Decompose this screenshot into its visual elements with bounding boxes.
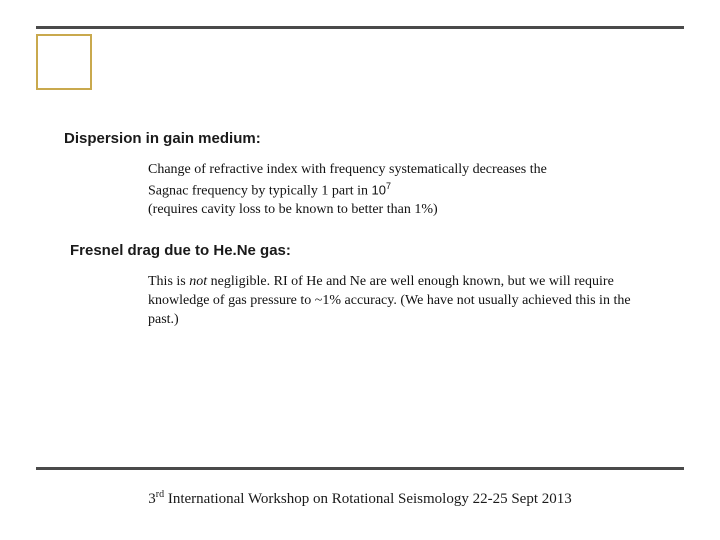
body-fresnel: This is not negligible. RI of He and Ne … xyxy=(148,273,638,330)
body2-a: This is xyxy=(148,274,189,289)
body1-base: 10 xyxy=(372,183,386,198)
body1-line2a: Sagnac frequency by typically 1 part in xyxy=(148,184,372,199)
heading-fresnel: Fresnel drag due to He.Ne gas: xyxy=(70,242,664,259)
body1-exp: 7 xyxy=(386,181,391,191)
content-area: Dispersion in gain medium: Change of ref… xyxy=(64,130,664,352)
body2-em: not xyxy=(189,274,207,289)
body-dispersion: Change of refractive index with frequenc… xyxy=(148,161,638,220)
footer-ord: rd xyxy=(156,489,164,500)
body1-line3: (requires cavity loss to be known to bet… xyxy=(148,202,438,217)
footer-rest: International Workshop on Rotational Sei… xyxy=(164,491,572,507)
footer-pre: 3 xyxy=(148,491,156,507)
body1-line1: Change of refractive index with frequenc… xyxy=(148,162,547,177)
heading-dispersion: Dispersion in gain medium: xyxy=(64,130,664,147)
footer: 3rd International Workshop on Rotational… xyxy=(0,489,720,508)
slide-container: Dispersion in gain medium: Change of ref… xyxy=(0,0,720,540)
accent-square xyxy=(36,34,92,90)
top-rule xyxy=(36,26,684,29)
body2-b: negligible. RI of He and Ne are well eno… xyxy=(148,274,631,327)
bottom-rule xyxy=(36,467,684,470)
